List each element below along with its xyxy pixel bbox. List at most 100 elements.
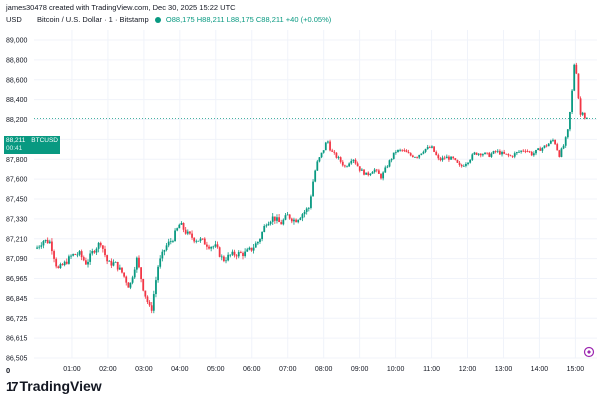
candle-body — [443, 157, 446, 159]
candle-body — [218, 247, 221, 257]
candle-body — [566, 129, 569, 138]
candle-body — [169, 241, 172, 243]
candle-body — [70, 255, 72, 257]
y-tick-label: 87,330 — [6, 216, 28, 223]
last-price-symbol: BTCUSD — [31, 137, 58, 144]
symbol-name: Bitcoin / U.S. Dollar · 1 · Bitstamp — [37, 15, 149, 24]
candle-body — [482, 154, 484, 156]
candle-body — [507, 154, 510, 156]
y-tick-label: 86,725 — [6, 316, 28, 323]
candle-body — [307, 207, 310, 209]
candle-body — [573, 64, 576, 91]
candle-body — [484, 152, 486, 155]
candle-body — [399, 149, 402, 151]
bar-countdown: 00:41 — [6, 145, 23, 152]
candle-body — [84, 260, 87, 265]
candle-body — [324, 142, 327, 151]
candle-body — [405, 150, 408, 153]
candle-body — [416, 156, 418, 158]
candle-body — [348, 163, 351, 167]
candle-body — [320, 152, 323, 158]
y-tick-label: 87,600 — [6, 177, 28, 184]
candle-body — [172, 241, 174, 242]
tradingview-logo[interactable]: 17 TradingView — [6, 378, 102, 394]
candle-body — [286, 214, 289, 216]
candle-body — [486, 152, 489, 154]
candle-body — [560, 148, 563, 157]
candle-body — [235, 255, 238, 257]
candle-body — [386, 166, 389, 168]
candle-body — [59, 264, 62, 269]
candle-body — [411, 155, 414, 158]
candle-body — [144, 290, 147, 297]
candle-body — [57, 266, 60, 269]
candle-body — [552, 139, 554, 141]
candle-body — [146, 296, 149, 303]
candle-body — [195, 240, 198, 242]
x-tick-label: 05:00 — [207, 366, 225, 373]
candle-body — [390, 158, 393, 161]
candle-body — [256, 241, 259, 244]
candle-body — [380, 173, 382, 179]
candle-body — [469, 159, 472, 163]
candle-body — [465, 164, 467, 166]
candle-body — [184, 229, 187, 234]
y-tick-label: 88,800 — [6, 57, 28, 64]
candle-body — [242, 252, 244, 257]
replay-icon[interactable] — [583, 346, 595, 358]
candle-body — [40, 245, 43, 247]
candle-body — [189, 231, 191, 234]
y-tick-label: 87,800 — [6, 157, 28, 164]
created-caption: james30478 created with TradingView.com,… — [6, 3, 236, 12]
symbol-legend[interactable]: Bitcoin / U.S. Dollar · 1 · Bitstamp O88… — [37, 15, 331, 24]
candle-body — [46, 239, 49, 244]
candle-body — [220, 256, 223, 258]
candle-body — [225, 260, 227, 262]
candle-body — [293, 219, 295, 222]
candle-body — [142, 279, 145, 291]
candle-body — [150, 305, 153, 311]
candle-body — [104, 248, 106, 256]
candle-body — [271, 216, 274, 222]
candle-body — [437, 155, 440, 159]
candle-body — [42, 241, 45, 246]
candle-body — [265, 225, 268, 227]
candle-body — [97, 242, 100, 249]
candle-body — [350, 160, 353, 164]
candle-body — [501, 151, 503, 155]
candle-body — [445, 156, 448, 159]
candle-body — [114, 261, 117, 263]
candle-body — [356, 163, 359, 167]
candle-body — [477, 153, 480, 155]
candle-body — [422, 151, 425, 154]
candle-body — [199, 238, 202, 241]
candle-body — [140, 267, 142, 280]
candle-body — [503, 151, 506, 154]
x-tick-label: 15:00 — [567, 366, 585, 373]
candle-body — [99, 242, 102, 246]
candle-body — [216, 244, 219, 248]
candle-body — [48, 241, 51, 244]
candle-body — [93, 251, 96, 253]
x-axis: 01:00 02:00 03:00 04:00 05:00 06:00 07:00 08:00… — [63, 366, 584, 373]
candle-body — [488, 152, 491, 157]
candle-body — [414, 156, 416, 158]
candle-body — [392, 152, 395, 159]
candle-body — [53, 251, 55, 259]
x-tick-label: 04:00 — [171, 366, 189, 373]
candle-body — [460, 164, 463, 167]
candle-body — [346, 166, 348, 168]
ohlc-change: +40 (+0.05%) — [285, 15, 332, 24]
candle-body — [95, 248, 98, 253]
candle-body — [127, 282, 130, 288]
candle-body — [246, 249, 249, 252]
candle-body — [210, 246, 213, 249]
candle-body — [394, 152, 397, 153]
candle-body — [36, 247, 38, 249]
candle-body — [161, 251, 164, 259]
candle-body — [212, 246, 215, 248]
candle-body — [426, 147, 429, 149]
candle-body — [418, 154, 421, 158]
